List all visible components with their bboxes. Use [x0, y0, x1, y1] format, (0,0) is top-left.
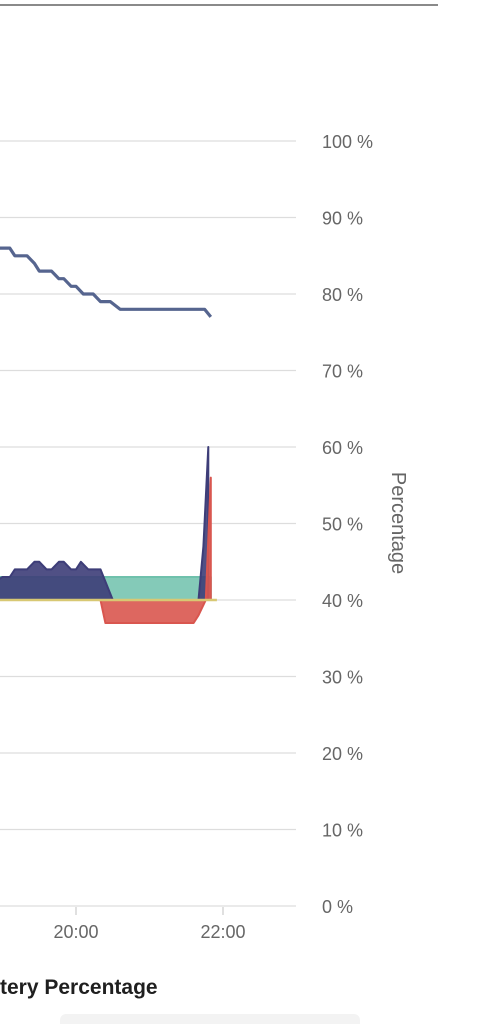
y-tick-label: 60 %	[322, 438, 363, 458]
y-tick-label: 100 %	[322, 132, 373, 152]
x-tick-label: 22:00	[200, 922, 245, 942]
y-tick-label: 70 %	[322, 362, 363, 382]
series-area	[0, 446, 210, 601]
y-tick-label: 90 %	[322, 209, 363, 229]
y-tick-label: 40 %	[322, 591, 363, 611]
y-tick-label: 20 %	[322, 744, 363, 764]
y-tick-label: 0 %	[322, 897, 353, 917]
top-divider	[0, 4, 438, 6]
grid-layer	[0, 140, 296, 907]
y-tick-label: 30 %	[322, 668, 363, 688]
y-tick-label: 50 %	[322, 515, 363, 535]
y-tick-label: 80 %	[322, 285, 363, 305]
series-area	[99, 476, 212, 624]
chart-title: tery Percentage	[0, 976, 158, 999]
y-tick-label: 10 %	[322, 821, 363, 841]
x-tick-label: 20:00	[53, 922, 98, 942]
y-tick-labels: 0 % 10 % 20 % 30 % 40 % 50 % 60 % 70 % 80 % 90 % 1…	[322, 132, 373, 917]
x-tick-labels: 20:00 22:00	[53, 907, 246, 942]
series-layer	[0, 246, 217, 624]
bottom-edge	[60, 1014, 360, 1024]
battery-level-line	[0, 246, 213, 318]
y-axis-label: Percentage	[387, 472, 409, 574]
